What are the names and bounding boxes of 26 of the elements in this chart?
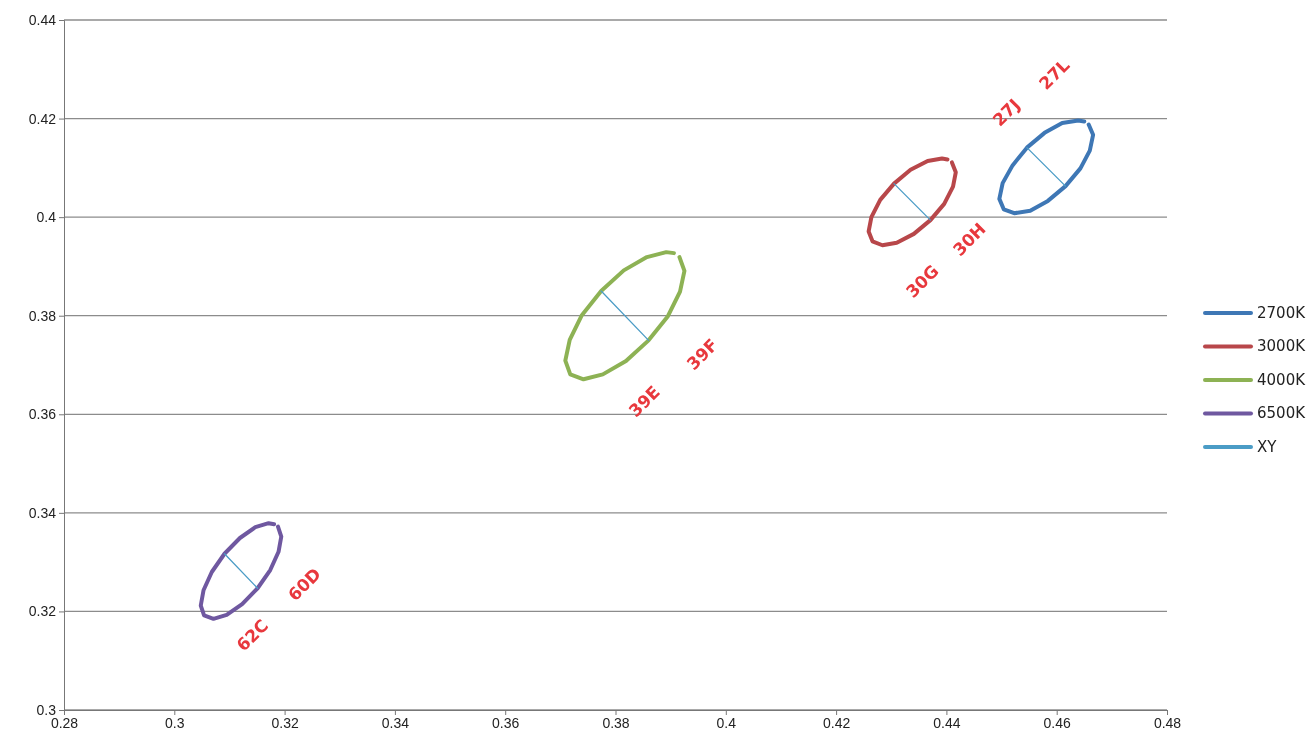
x-tick-label: 0.44 [933, 714, 961, 731]
annotation: 27L [1035, 54, 1074, 94]
y-tick-label: 0.4 [36, 209, 57, 226]
y-tick-label: 0.32 [28, 603, 57, 620]
x-tick-label: 0.32 [271, 714, 299, 731]
annotation: 27J [988, 94, 1024, 130]
y-tick-label: 0.34 [28, 504, 57, 521]
legend-label: 6500K [1257, 404, 1307, 422]
y-tick-label: 0.44 [28, 11, 57, 28]
legend-label: 3000K [1257, 337, 1307, 355]
legend-label: 2700K [1257, 303, 1307, 322]
x-tick-label: 0.36 [492, 714, 520, 731]
y-tick-label: 0.42 [28, 110, 57, 127]
line-series [198, 521, 284, 621]
x-tick-label: 0.34 [381, 714, 410, 731]
x-tick-label: 0.38 [602, 714, 630, 731]
legend-label: XY [1257, 437, 1278, 456]
x-tick-label: 0.4 [716, 714, 737, 731]
legend-label: 4000K [1257, 370, 1307, 389]
x-tick-label: 0.46 [1043, 714, 1072, 731]
x-tick-label: 0.48 [1153, 714, 1182, 731]
y-tick-label: 0.38 [28, 307, 57, 324]
y-tick-label: 0.36 [28, 406, 57, 423]
line-series [563, 250, 687, 382]
x-tick-label: 0.3 [165, 714, 185, 731]
x-tick-label: 0.42 [822, 714, 851, 731]
